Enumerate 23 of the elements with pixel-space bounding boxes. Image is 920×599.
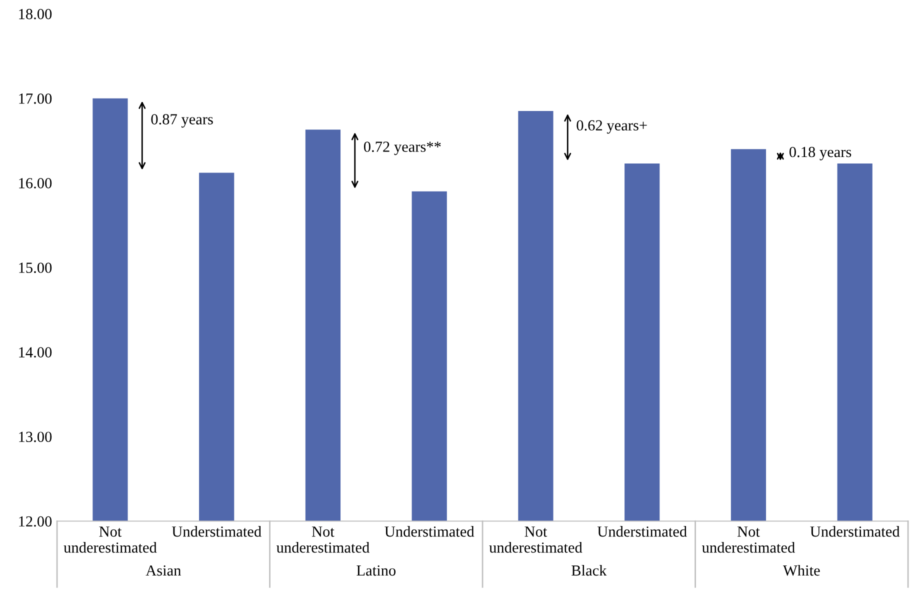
text: Black [572,564,607,576]
y-tick-label: 13.00 [19,432,52,442]
x-tick-label: Not underestimated [64,526,157,553]
y-tick-label: 12.00 [19,516,52,527]
x-tick-label: Not underestimated [276,526,370,553]
y-tick-label: 16.00 [19,178,52,188]
x-tick-label: Not underestimated [489,526,582,553]
y-tick-label: 14.00 [19,347,52,358]
y-tick-label: 17.00 [19,93,52,104]
annotation: 0.62 years+ [576,120,647,134]
x-tick-label: Understimated [810,526,900,537]
x-tick-label: Understimated [597,526,687,537]
annotation: 0.87 years [151,114,213,128]
x-tick-label: Understimated [172,526,262,537]
x-tick-label: Not underestimated [702,526,795,553]
text: White [783,564,820,576]
y-tick-label: 18.00 [19,8,52,20]
annotation: 0.18 years [789,146,852,160]
y-tick-label: 15.00 [19,262,52,273]
annotation: 0.72 years** [364,142,441,156]
text: Latino [356,565,396,576]
text: Asian [146,565,182,576]
x-tick-label: Understimated [384,526,474,537]
